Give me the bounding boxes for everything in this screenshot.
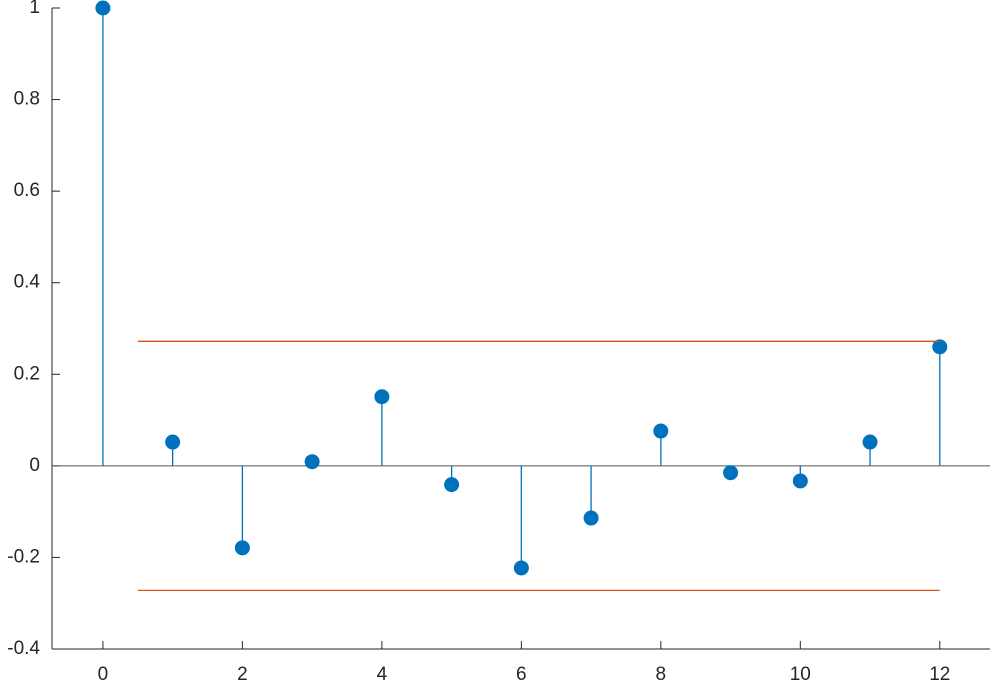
y-tick-label: 1 (29, 0, 40, 18)
stem-marker (792, 473, 808, 489)
x-tick-label: 8 (656, 664, 667, 685)
y-tick-label: 0.2 (14, 363, 40, 384)
stem-marker (165, 434, 181, 450)
stem-marker (444, 477, 460, 493)
y-tick-label: 0.4 (14, 272, 41, 293)
stem-marker (583, 510, 599, 526)
y-tick-label: 0 (29, 455, 40, 476)
y-tick-label: 0.6 (14, 180, 40, 201)
stem-marker (95, 0, 111, 16)
stem-marker (723, 465, 739, 481)
stem-marker (653, 423, 669, 439)
x-tick-label: 12 (929, 664, 950, 685)
x-tick-label: 4 (377, 664, 388, 685)
stem-marker (234, 540, 250, 556)
stem-marker (513, 560, 529, 576)
x-tick-label: 10 (790, 664, 811, 685)
x-tick-label: 2 (237, 664, 248, 685)
stem-marker (374, 389, 390, 405)
y-tick-label: -0.4 (7, 638, 40, 659)
y-tick-label: 0.8 (14, 89, 40, 110)
x-tick-label: 0 (98, 664, 109, 685)
y-tick-label: -0.2 (7, 546, 40, 567)
stem-marker (862, 434, 878, 450)
stem-marker (304, 454, 320, 470)
x-tick-label: 6 (516, 664, 527, 685)
stem-marker (932, 339, 948, 355)
